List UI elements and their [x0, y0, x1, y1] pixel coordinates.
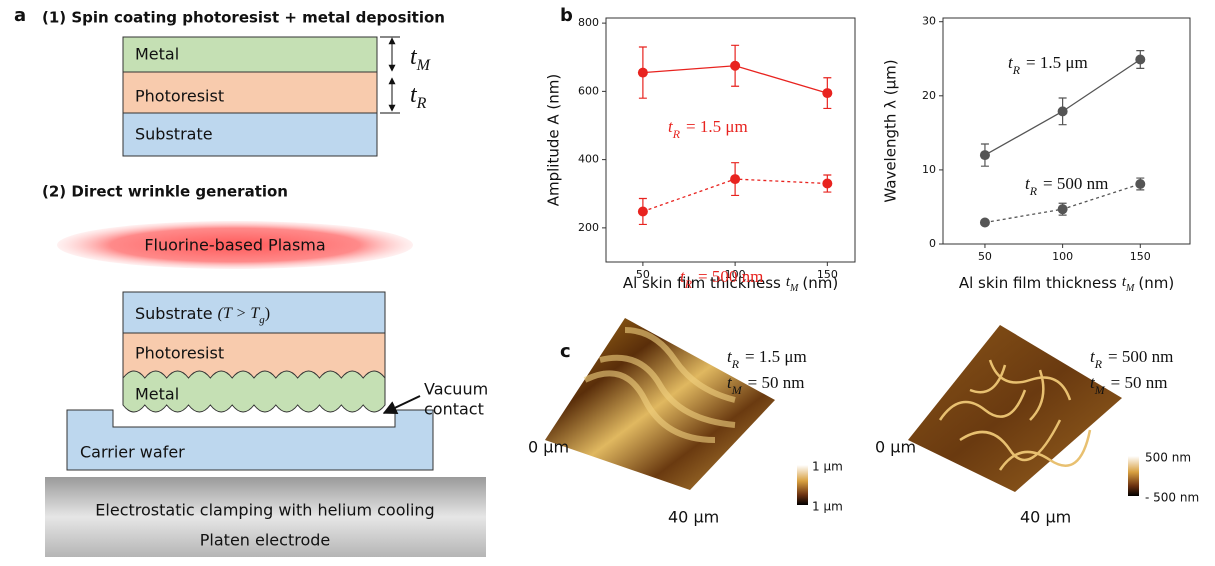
layer-label: Photoresist — [135, 87, 224, 106]
colorbar-label: 500 nm — [1145, 451, 1191, 465]
y-tick-label: 10 — [922, 163, 936, 176]
axis-label: 0 μm — [875, 438, 916, 457]
marker — [638, 68, 648, 78]
carrier-label: Carrier wafer — [80, 443, 185, 462]
marker — [822, 88, 832, 98]
marker — [730, 174, 740, 184]
platen-label: Platen electrode — [200, 531, 330, 550]
y-axis-label: Wavelength λ (μm) — [882, 59, 900, 202]
y-tick-label: 400 — [578, 153, 599, 166]
y-axis-label: Amplitude A (nm) — [545, 74, 563, 207]
math-label: tM= 50 nm — [727, 373, 804, 397]
marker — [822, 179, 832, 189]
axis-label: 40 μm — [1020, 508, 1071, 527]
colorbar-label: 1 μm — [812, 500, 843, 514]
math-label: tR= 500 nm — [1025, 174, 1108, 198]
layer-label: Metal — [135, 385, 179, 404]
layer-label: Metal — [135, 45, 179, 64]
plasma-label: Fluorine-based Plasma — [144, 236, 325, 255]
marker — [1058, 204, 1068, 214]
annotation: Vacuum — [424, 380, 488, 399]
x-tick-label: 150 — [1130, 250, 1151, 263]
platen-label: Electrostatic clamping with helium cooli… — [95, 501, 434, 520]
panel-label: c — [560, 341, 571, 362]
math-label: tR= 500 nm — [1090, 347, 1173, 371]
panel-label: b — [560, 5, 573, 26]
marker — [730, 61, 740, 71]
y-tick-label: 800 — [578, 16, 599, 29]
y-tick-label: 0 — [929, 237, 936, 250]
colorbar — [1128, 456, 1139, 496]
math-label: tR= 1.5 μm — [1008, 53, 1088, 77]
marker — [980, 218, 990, 228]
layer-label: Substrate — [135, 125, 213, 144]
math-label: tR= 1.5 μm — [668, 117, 748, 141]
thickness-label: tM — [410, 44, 432, 75]
math-label: tM= 50 nm — [1090, 373, 1167, 397]
marker — [1135, 54, 1145, 64]
x-tick-label: 100 — [1052, 250, 1073, 263]
layer-label: Photoresist — [135, 344, 224, 363]
colorbar — [797, 465, 808, 505]
math-label: tR= 1.5 μm — [727, 347, 807, 371]
colorbar-label: - 500 nm — [1145, 491, 1199, 505]
panel-label: a — [14, 5, 26, 26]
marker — [1058, 106, 1068, 116]
y-tick-label: 30 — [922, 15, 936, 28]
axis-label: 40 μm — [668, 508, 719, 527]
colorbar-label: 1 μm — [812, 460, 843, 474]
axis-label: 0 μm — [528, 438, 569, 457]
x-tick-label: 50 — [978, 250, 992, 263]
marker — [980, 150, 990, 160]
marker — [638, 206, 648, 216]
step-title: (1) Spin coating photoresist + metal dep… — [42, 9, 445, 27]
y-tick-label: 20 — [922, 89, 936, 102]
marker — [1135, 179, 1145, 189]
step-title: (2) Direct wrinkle generation — [42, 183, 288, 201]
y-tick-label: 200 — [578, 221, 599, 234]
annotation: contact — [424, 400, 484, 419]
thickness-label: tR — [410, 82, 427, 113]
y-tick-label: 600 — [578, 84, 599, 97]
figure: a (1) Spin coating photoresist + metal d… — [0, 0, 1215, 562]
